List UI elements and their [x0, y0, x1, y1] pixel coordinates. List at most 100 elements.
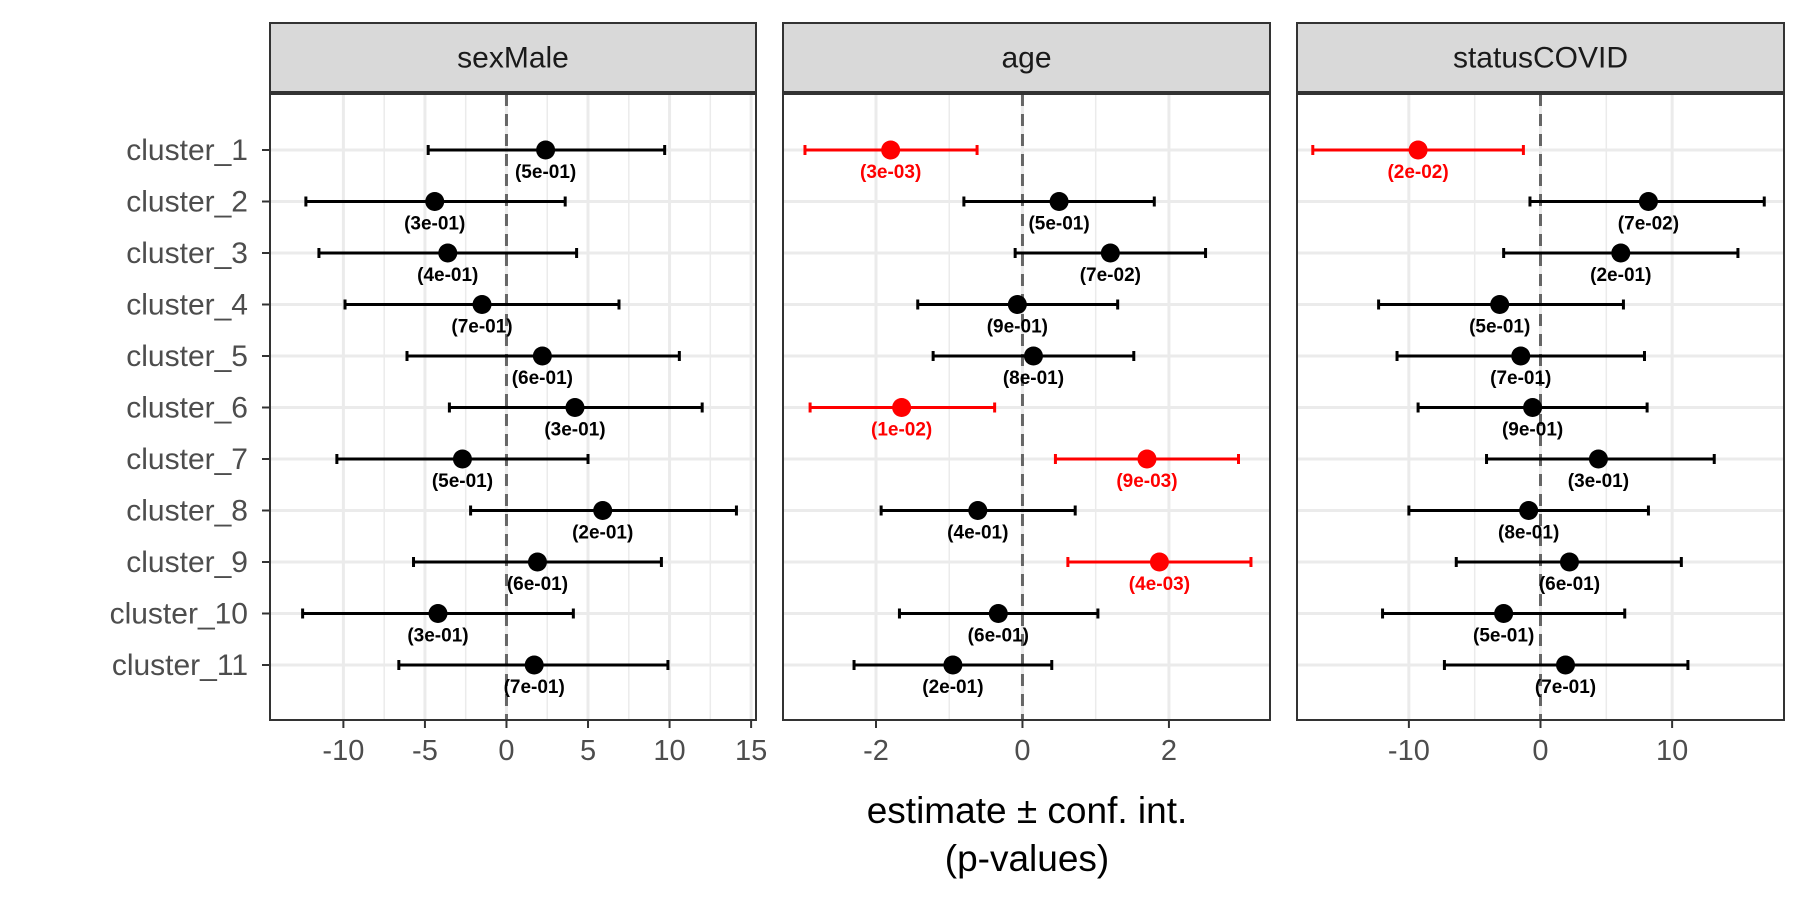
estimate-point — [1519, 501, 1539, 520]
x-tick-label: 10 — [653, 735, 685, 767]
p-value-label: (5e-01) — [1473, 626, 1534, 647]
p-value-label: (2e-01) — [572, 523, 633, 544]
p-value-label: (4e-01) — [947, 523, 1008, 544]
y-tick-label-cluster_9: cluster_9 — [126, 546, 248, 579]
p-value-label: (3e-01) — [1568, 471, 1629, 492]
p-value-label: (3e-01) — [407, 626, 468, 647]
p-value-label: (7e-01) — [451, 317, 512, 338]
panels-layer: sexMale (5e-01) (3e-01) (4e-01) (7e-01) (6e-0… — [269, 22, 1785, 767]
strip-label-age: age — [1001, 42, 1051, 75]
estimate-point — [1523, 398, 1543, 417]
estimate-sexmale-cluster_4: (7e-01) — [343, 295, 621, 338]
strip-age — [782, 22, 1271, 93]
x-tick-label: -2 — [863, 735, 889, 767]
y-tick-label-cluster_10: cluster_10 — [110, 598, 248, 631]
x-tick-label: 5 — [580, 735, 596, 767]
estimate-point — [593, 501, 613, 520]
estimate-point — [943, 655, 963, 675]
estimate-point — [428, 604, 448, 623]
x-tick-label: 0 — [1014, 735, 1030, 767]
x-tick-label: 0 — [498, 735, 514, 767]
estimate-point — [1137, 449, 1157, 469]
estimate-age-cluster_5: (8e-01) — [931, 346, 1136, 389]
estimate-age-cluster_9: (4e-03) — [1066, 552, 1253, 595]
estimate-statuscovid-cluster_6: (9e-01) — [1416, 398, 1649, 441]
estimate-statuscovid-cluster_5: (7e-01) — [1395, 346, 1646, 389]
estimate-point — [1007, 295, 1027, 314]
estimate-point — [527, 552, 547, 572]
x-axis-title-line2: (p-values) — [945, 838, 1110, 879]
estimate-point — [968, 501, 988, 520]
estimate-point — [438, 243, 458, 263]
x-tick-label: 15 — [735, 735, 767, 767]
p-value-label: (9e-03) — [1116, 471, 1177, 492]
y-tick-label-cluster_11: cluster_11 — [112, 649, 248, 682]
estimate-point — [1100, 243, 1120, 263]
estimate-point — [1049, 192, 1069, 211]
x-tick-label: -10 — [322, 735, 364, 767]
p-value-label: (8e-01) — [1498, 523, 1559, 544]
p-value-label: (2e-01) — [922, 677, 983, 698]
estimate-sexmale-cluster_5: (6e-01) — [405, 346, 681, 389]
panel-border — [782, 93, 1271, 721]
x-tick-label: -10 — [1388, 735, 1430, 767]
estimate-age-cluster_11: (2e-01) — [852, 655, 1054, 698]
estimate-age-cluster_1: (3e-03) — [803, 140, 979, 183]
p-value-label: (3e-01) — [404, 214, 465, 235]
estimate-point — [1023, 346, 1043, 366]
p-value-label: (6e-01) — [968, 626, 1029, 647]
estimate-statuscovid-cluster_2: (7e-02) — [1528, 192, 1766, 235]
y-axis-labels: cluster_1 cluster_2 cluster_3 cluster_4clus… — [110, 134, 270, 682]
estimate-statuscovid-cluster_7: (3e-01) — [1485, 449, 1716, 492]
estimate-point — [1559, 552, 1579, 572]
panel-age: age (3e-03) (5e-01) (7e-02) (9e-01) (8e-01) (1… — [782, 22, 1271, 767]
estimate-statuscovid-cluster_3: (2e-01) — [1502, 243, 1740, 286]
estimate-age-cluster_3: (7e-02) — [1013, 243, 1208, 286]
estimate-age-cluster_8: (4e-01) — [879, 501, 1077, 544]
p-value-label: (3e-01) — [544, 420, 605, 441]
estimate-sexmale-cluster_10: (3e-01) — [301, 604, 575, 647]
p-value-label: (5e-01) — [1028, 214, 1089, 235]
estimate-statuscovid-cluster_10: (5e-01) — [1381, 604, 1627, 647]
estimate-point — [1490, 295, 1510, 314]
p-value-label: (4e-01) — [417, 265, 478, 286]
estimate-point — [425, 192, 445, 211]
estimate-age-cluster_10: (6e-01) — [897, 604, 1100, 647]
estimate-statuscovid-cluster_11: (7e-01) — [1442, 655, 1690, 698]
estimate-statuscovid-cluster_9: (6e-01) — [1454, 552, 1683, 595]
strip-sexmale — [269, 22, 757, 93]
p-value-label: (1e-02) — [871, 420, 932, 441]
estimate-sexmale-cluster_8: (2e-01) — [469, 501, 738, 544]
p-value-label: (7e-01) — [1535, 677, 1596, 698]
estimate-age-cluster_7: (9e-03) — [1053, 449, 1241, 492]
estimate-point — [1149, 552, 1169, 572]
estimate-sexmale-cluster_7: (5e-01) — [335, 449, 590, 492]
p-value-label: (6e-01) — [1539, 574, 1600, 595]
p-value-label: (8e-01) — [1003, 368, 1064, 389]
x-tick-label: -5 — [412, 735, 438, 767]
y-tick-label-cluster_4: cluster_4 — [126, 289, 248, 322]
estimate-sexmale-cluster_2: (3e-01) — [304, 192, 567, 235]
strip-label-sexmale: sexMale — [457, 42, 569, 75]
estimate-point — [472, 295, 492, 314]
p-value-label: (6e-01) — [507, 574, 568, 595]
x-tick-label: 2 — [1161, 735, 1177, 767]
p-value-label: (7e-02) — [1618, 214, 1679, 235]
strip-label-statuscovid: statusCOVID — [1453, 42, 1628, 75]
estimate-age-cluster_6: (1e-02) — [808, 398, 997, 441]
y-tick-label-cluster_3: cluster_3 — [126, 237, 248, 270]
p-value-label: (3e-03) — [860, 162, 921, 183]
estimate-point — [1611, 243, 1631, 263]
estimate-sexmale-cluster_9: (6e-01) — [412, 552, 663, 595]
estimate-point — [452, 449, 472, 469]
estimate-sexmale-cluster_6: (3e-01) — [447, 398, 704, 441]
x-tick-label: 0 — [1532, 735, 1548, 767]
estimate-age-cluster_4: (9e-01) — [916, 295, 1120, 338]
p-value-label: (4e-03) — [1129, 574, 1190, 595]
p-value-label: (6e-01) — [512, 368, 573, 389]
p-value-label: (5e-01) — [515, 162, 576, 183]
y-tick-label-cluster_5: cluster_5 — [126, 340, 248, 373]
panel-sexmale: sexMale (5e-01) (3e-01) (4e-01) (7e-01) (6e-0… — [269, 22, 767, 767]
